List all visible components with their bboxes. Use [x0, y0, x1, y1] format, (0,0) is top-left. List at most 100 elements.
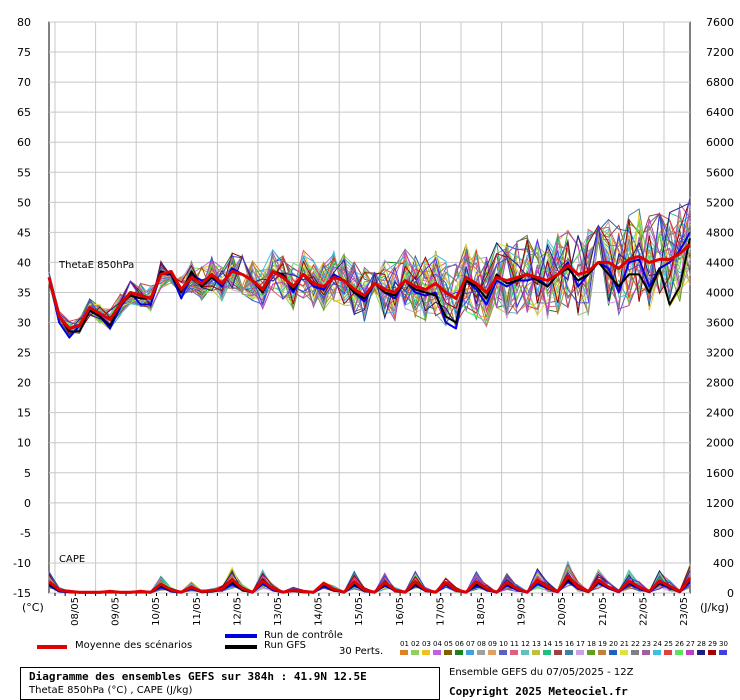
x-tick-label: 22/05 — [638, 597, 649, 626]
pert-swatch — [400, 650, 408, 655]
left-tick-label: 10 — [17, 437, 31, 450]
pert-number: 30 — [719, 640, 728, 648]
right-tick-label: 7600 — [706, 16, 734, 29]
left-tick-label: 35 — [17, 286, 31, 299]
pert-number: 20 — [609, 640, 618, 648]
right-tick-label: 2800 — [706, 377, 734, 390]
pert-number: 16 — [565, 640, 574, 648]
pert-number: 24 — [653, 640, 662, 648]
left-tick-label: 80 — [17, 16, 31, 29]
pert-number: 29 — [708, 640, 717, 648]
left-axis-unit: (°C) — [22, 601, 44, 614]
left-tick-label: -10 — [13, 557, 31, 570]
pert-number: 21 — [620, 640, 629, 648]
left-tick-label: 60 — [17, 136, 31, 149]
pert-swatch — [719, 650, 727, 655]
pert-swatch — [598, 650, 606, 655]
series-cape-line — [48, 575, 692, 594]
footer-title: Diagramme des ensembles GEFS sur 384h : … — [29, 670, 367, 683]
gfs-legend-label: Run GFS — [264, 640, 307, 651]
left-tick-label: 15 — [17, 407, 31, 420]
x-tick-label: 19/05 — [517, 597, 528, 626]
pert-swatch — [686, 650, 694, 655]
pert-number: 01 — [400, 640, 409, 648]
pert-number: 27 — [686, 640, 695, 648]
footer-subtitle: ThetaE 850hPa (°C) , CAPE (J/kg) — [29, 685, 193, 696]
pert-swatch — [521, 650, 529, 655]
x-tick-label: 20/05 — [557, 597, 568, 626]
series-thetae-line — [47, 243, 691, 330]
pert-swatch — [609, 650, 617, 655]
right-tick-label: 3200 — [706, 347, 734, 360]
pert-swatch — [642, 650, 650, 655]
pert-number: 04 — [433, 640, 442, 648]
right-tick-label: 2400 — [706, 407, 734, 420]
pert-number: 08 — [477, 640, 486, 648]
right-tick-label: 6800 — [706, 76, 734, 89]
gfs-legend-swatch — [225, 645, 257, 649]
pert-swatch — [433, 650, 441, 655]
pert-swatch — [565, 650, 573, 655]
left-tick-label: 45 — [17, 226, 31, 239]
left-tick-label: 65 — [17, 106, 31, 119]
copyright: Copyright 2025 Meteociel.fr — [449, 685, 628, 698]
right-tick-label: 1600 — [706, 467, 734, 480]
pert-swatch — [532, 650, 540, 655]
pert-swatch — [444, 650, 452, 655]
pert-number: 09 — [488, 640, 497, 648]
x-tick-label: 23/05 — [679, 597, 690, 626]
pert-number: 18 — [587, 640, 596, 648]
pert-swatch — [697, 650, 705, 655]
pert-swatch — [587, 650, 595, 655]
pert-number: 02 — [411, 640, 420, 648]
x-tick-label: 12/05 — [232, 597, 243, 626]
left-tick-label: 50 — [17, 196, 31, 209]
pert-number: 28 — [697, 640, 706, 648]
pert-swatch — [576, 650, 584, 655]
grid — [48, 21, 691, 596]
right-tick-label: 5200 — [706, 196, 734, 209]
pert-swatch — [510, 650, 518, 655]
pert-swatch — [631, 650, 639, 655]
pert-number: 12 — [521, 640, 530, 648]
info-box: Diagramme des ensembles GEFS sur 384h : … — [20, 667, 440, 700]
pert-swatch — [411, 650, 419, 655]
pert-swatch — [466, 650, 474, 655]
left-tick-label: 40 — [17, 256, 31, 269]
right-tick-label: 7200 — [706, 46, 734, 59]
pert-number: 26 — [675, 640, 684, 648]
right-tick-label: 6000 — [706, 136, 734, 149]
x-tick-label: 17/05 — [435, 597, 446, 626]
right-tick-label: 6400 — [706, 106, 734, 119]
left-tick-label: -15 — [13, 587, 31, 600]
pert-number: 07 — [466, 640, 475, 648]
pert-number: 15 — [554, 640, 563, 648]
pert-number: 25 — [664, 640, 673, 648]
pert-number: 03 — [422, 640, 431, 648]
control-legend-label: Run de contrôle — [264, 630, 343, 641]
left-tick-label: 5 — [24, 467, 31, 480]
pert-number: 23 — [642, 640, 651, 648]
x-tick-label: 08/05 — [70, 597, 81, 626]
pert-swatch — [554, 650, 562, 655]
pert-swatch — [620, 650, 628, 655]
left-tick-label: 30 — [17, 317, 31, 330]
right-tick-label: 4000 — [706, 286, 734, 299]
pert-number: 19 — [598, 640, 607, 648]
right-axis-ticks: 7600720068006400600056005200480044004000… — [706, 16, 734, 600]
x-tick-label: 21/05 — [598, 597, 609, 626]
thetae-panel-label: ThetaE 850hPa — [58, 260, 134, 271]
x-tick-label: 09/05 — [111, 597, 122, 626]
right-tick-label: 5600 — [706, 166, 734, 179]
pert-number: 11 — [510, 640, 519, 648]
right-tick-label: 2000 — [706, 437, 734, 450]
pert-number: 13 — [532, 640, 541, 648]
pert-number: 22 — [631, 640, 640, 648]
pert-swatch — [499, 650, 507, 655]
main-series-lines — [47, 231, 692, 594]
left-tick-label: 55 — [17, 166, 31, 179]
right-tick-label: 0 — [727, 587, 734, 600]
mean-legend-label: Moyenne des scénarios — [75, 640, 193, 651]
right-tick-label: 4800 — [706, 226, 734, 239]
